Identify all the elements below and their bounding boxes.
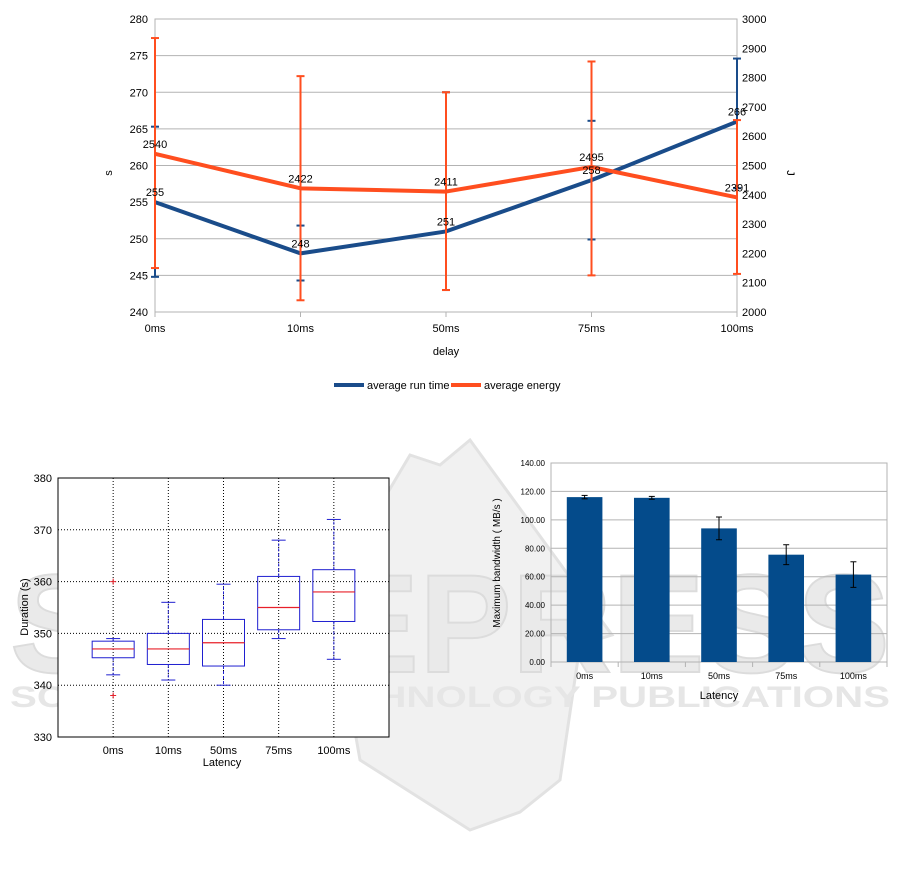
- c1-right-tick-label: 2300: [742, 219, 766, 231]
- c2-y-tick-label: 370: [34, 525, 52, 537]
- c2-box-100ms: [312, 518, 356, 660]
- c1-right-tick-label: 2100: [742, 278, 766, 290]
- c1-x-tick-label: 10ms: [287, 323, 314, 335]
- c1-data-label: 2422: [288, 173, 312, 185]
- c1-left-tick-label: 245: [130, 270, 148, 282]
- c1-right-tick-label: 2900: [742, 43, 766, 55]
- c3-y-tick-label: 140.00: [521, 459, 546, 468]
- c2-y-tick-label: 360: [34, 577, 52, 589]
- c3-x-tick-label: 100ms: [840, 671, 868, 681]
- c2-box-10ms: [146, 601, 190, 681]
- c3-x-tick-label: 75ms: [775, 671, 798, 681]
- c2-x-tick-label: 50ms: [210, 745, 237, 757]
- c1-right-tick-label: 3000: [742, 14, 766, 26]
- c2-x-tick-label: 10ms: [155, 745, 182, 757]
- c1-right-tick-label: 2800: [742, 73, 766, 85]
- c1-left-tick-label: 265: [130, 124, 148, 136]
- c2-box-rect: [257, 575, 301, 631]
- c3-y-tick-label: 120.00: [521, 487, 546, 496]
- c3-x-axis-title: Latency: [700, 690, 739, 702]
- c2-y-tick-label: 350: [34, 628, 52, 640]
- c1-x-tick-label: 0ms: [145, 323, 166, 335]
- c1-left-tick-label: 255: [130, 197, 148, 209]
- c2-box-75ms: [257, 539, 301, 640]
- c3-bar-10ms: [633, 497, 670, 662]
- c3-y-tick-label: 100.00: [521, 516, 546, 525]
- c3-y-tick-labels: 0.00 20.00 40.00 60.00 80.00 100.00 120.00 140.…: [521, 459, 546, 667]
- c2-x-tick-label: 75ms: [265, 745, 292, 757]
- c1-left-axis-title: s: [103, 170, 115, 176]
- c1-left-tick-labels: 240 245 250 255 260 265 270 275 280: [130, 14, 148, 319]
- c1-legend: average run time average energy: [334, 380, 561, 392]
- c3-bar-50ms: [701, 528, 737, 662]
- c2-box-0ms: [91, 578, 135, 699]
- c2-x-tick-label: 100ms: [317, 745, 351, 757]
- c1-data-label: 2411: [434, 177, 458, 189]
- c1-left-tick-label: 260: [130, 161, 148, 173]
- c2-y-tick-label: 340: [34, 680, 52, 692]
- c3-x-tick-label: 10ms: [641, 671, 664, 681]
- c1-left-tick-label: 280: [130, 14, 148, 26]
- c1-right-tick-label: 2500: [742, 161, 766, 173]
- c1-right-tick-label: 2700: [742, 102, 766, 114]
- c1-series-layer: 255 248 251 258 266 2540 2422 2411 2495 2391: [143, 37, 749, 302]
- c2-y-tick-label: 380: [34, 473, 52, 485]
- c1-data-label: 2391: [725, 182, 749, 194]
- c1-data-label: 2540: [143, 139, 167, 151]
- c1-data-label: 266: [728, 107, 746, 119]
- c1-left-tick-label: 270: [130, 87, 148, 99]
- c1-x-tick-label: 50ms: [433, 323, 460, 335]
- c3-x-tick-labels: 0ms 10ms 50ms 75ms 100ms: [550, 662, 888, 681]
- c3-x-tick-label: 50ms: [708, 671, 731, 681]
- c2-boxes-layer: [91, 518, 356, 699]
- c1-x-tick-label: 100ms: [720, 323, 754, 335]
- c2-outlier-marker: [110, 578, 117, 585]
- c3-y-tick-label: 80.00: [525, 544, 546, 553]
- c1-data-label: 2495: [579, 152, 603, 164]
- c3-bar-100ms: [835, 574, 872, 662]
- line-chart-delay: 240 245 250 255 260 265 270 275 280 2000 2100 2200…: [103, 14, 796, 392]
- c1-x-axis-title: delay: [433, 346, 460, 358]
- c3-bars-layer: [566, 494, 872, 662]
- c2-x-tick-labels: 0ms 10ms 50ms 75ms 100ms: [103, 745, 351, 757]
- c3-bar-0ms: [566, 497, 603, 662]
- c1-data-label: 258: [582, 165, 600, 177]
- c1-left-tick-label: 275: [130, 51, 148, 63]
- c3-y-tick-label: 60.00: [525, 573, 546, 582]
- c1-right-tick-label: 2400: [742, 190, 766, 202]
- c3-y-tick-label: 0.00: [529, 658, 545, 667]
- bar-chart-bandwidth: 0.00 20.00 40.00 60.00 80.00 100.00 120.00 140.…: [492, 459, 888, 702]
- c1-right-tick-labels: 2000 2100 2200 2300 2400 2500 2600 2700 2800 2900…: [742, 14, 766, 319]
- c1-legend-label-runtime: average run time: [367, 380, 450, 392]
- c3-bar-75ms: [768, 554, 805, 662]
- c1-data-label: 248: [291, 238, 309, 250]
- c2-x-axis-title: Latency: [203, 757, 242, 769]
- c2-outlier-marker: [110, 692, 117, 699]
- c1-legend-label-energy: average energy: [484, 380, 561, 392]
- c2-y-axis-title: Duration (s): [19, 578, 31, 635]
- c2-y-tick-labels: 330 340 350 360 370 380: [34, 473, 52, 744]
- c2-box-50ms: [202, 583, 245, 686]
- c1-right-tick-label: 2200: [742, 248, 766, 260]
- c1-left-tick-label: 240: [130, 307, 148, 319]
- c3-y-axis-title: Maximum bandwidth ( MB/s ): [492, 498, 503, 627]
- c2-y-tick-label: 330: [34, 732, 52, 744]
- c1-left-tick-label: 250: [130, 234, 148, 246]
- c1-data-label: 251: [437, 216, 455, 228]
- c3-y-tick-label: 20.00: [525, 630, 546, 639]
- c1-x-tick-labels: 0ms 10ms 50ms 75ms 100ms: [145, 312, 754, 335]
- c1-x-tick-label: 75ms: [578, 323, 605, 335]
- c1-right-tick-label: 2000: [742, 307, 766, 319]
- c3-y-tick-label: 40.00: [525, 601, 546, 610]
- c1-right-axis-title: J: [784, 170, 796, 176]
- c1-right-tick-label: 2600: [742, 131, 766, 143]
- c1-data-label: 255: [146, 187, 164, 199]
- c2-x-tick-label: 0ms: [103, 745, 124, 757]
- c3-x-tick-label: 0ms: [576, 671, 594, 681]
- c2-box-rect: [312, 569, 356, 622]
